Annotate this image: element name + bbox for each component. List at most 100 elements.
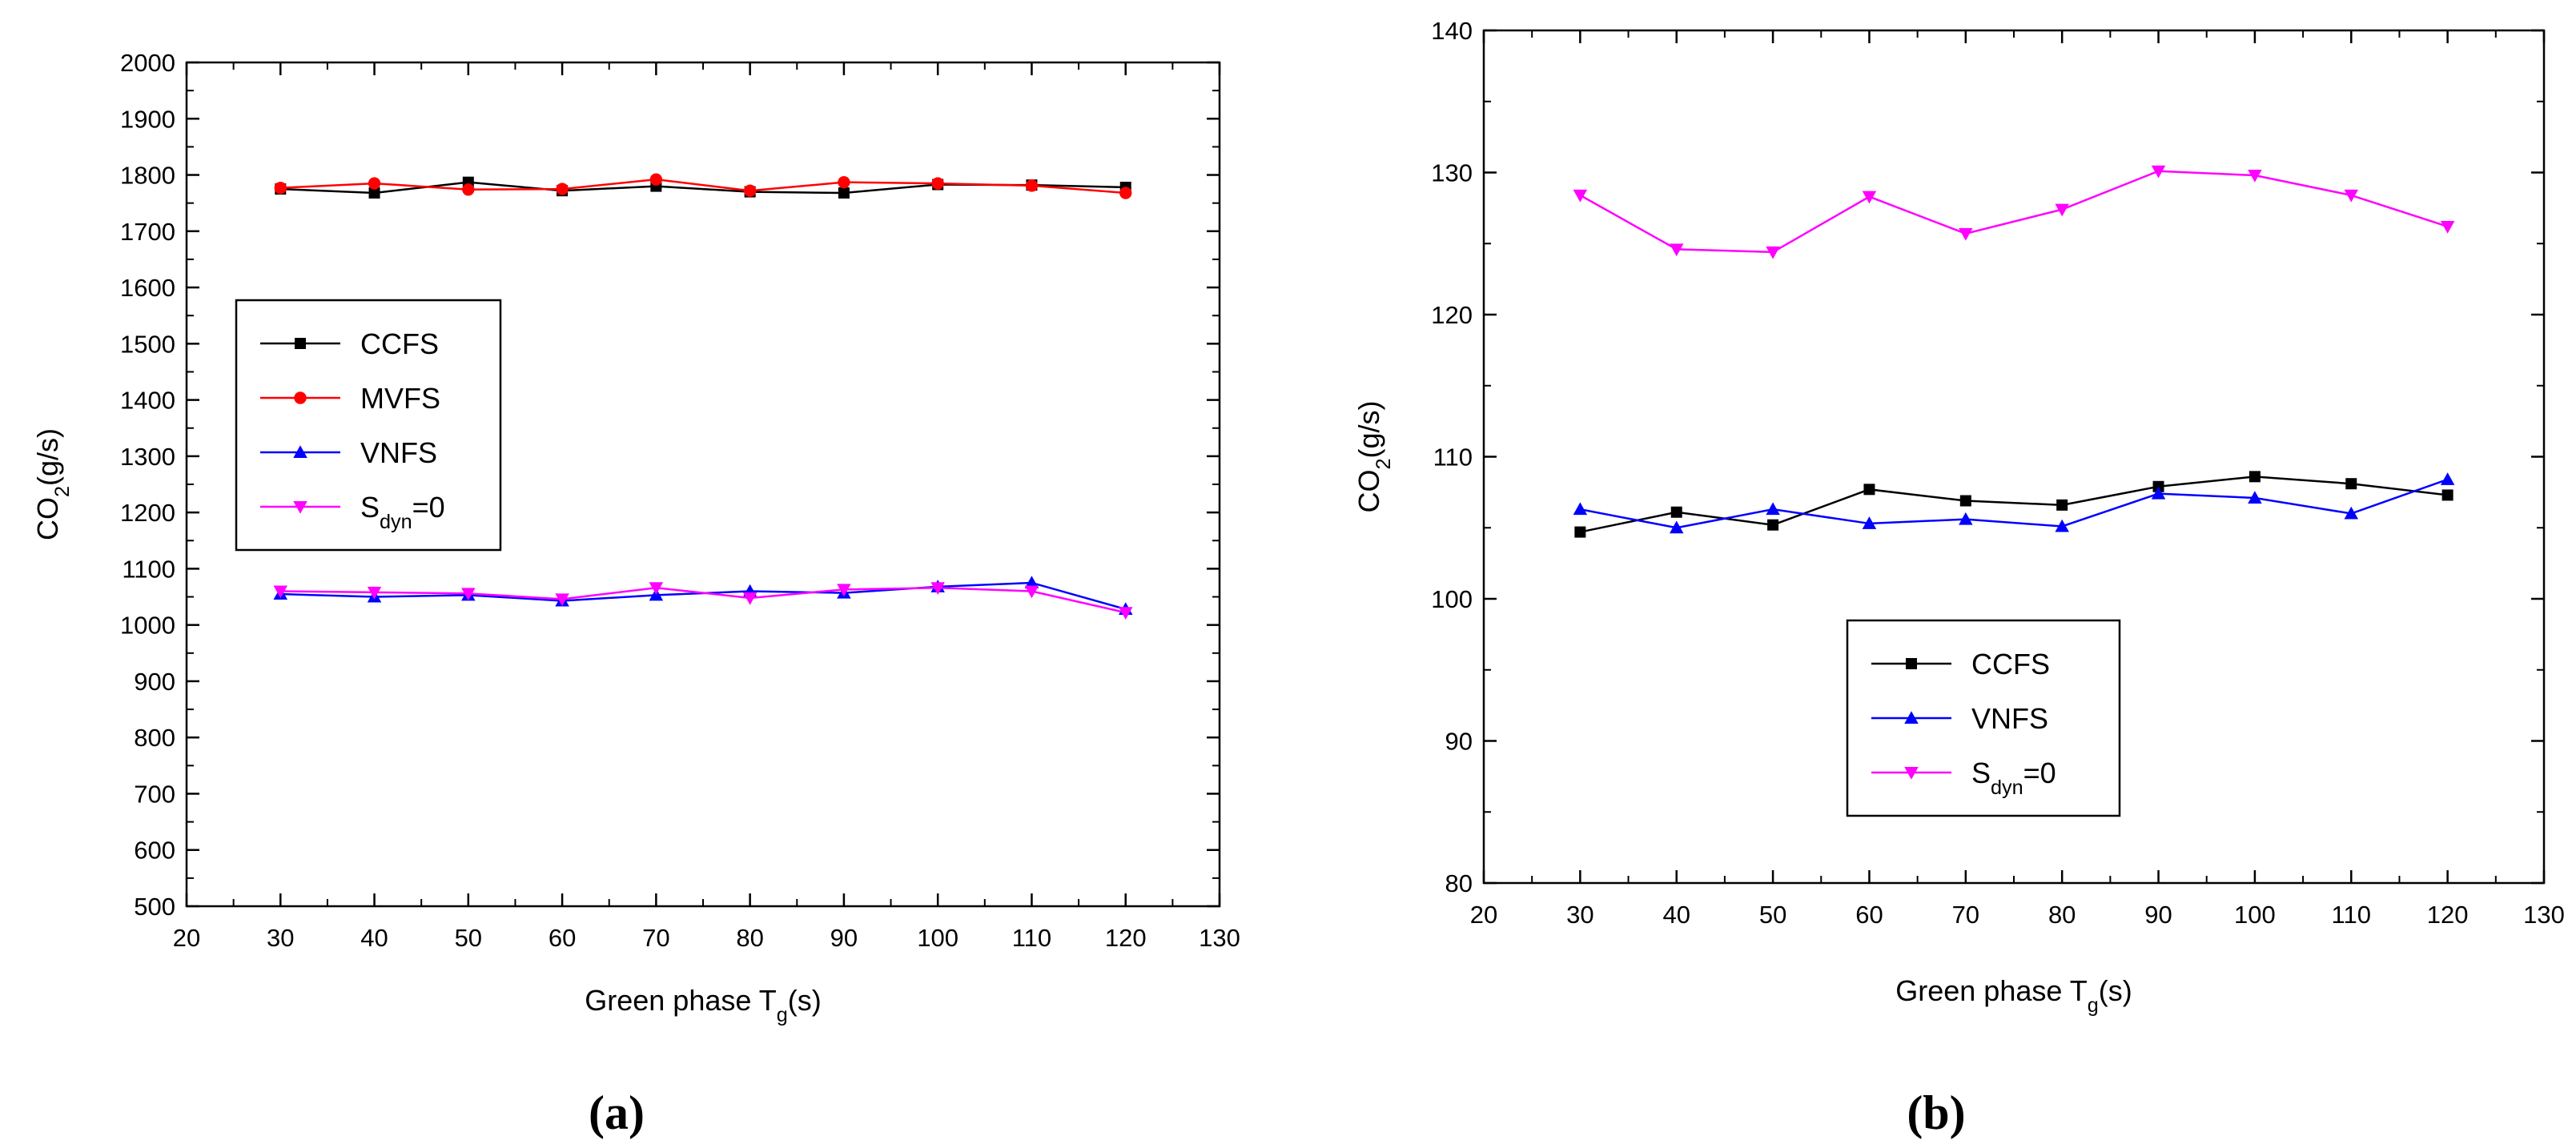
y-tick-label: 140 bbox=[1431, 17, 1473, 45]
x-axis-label-sub: g bbox=[777, 1004, 788, 1026]
chart-panel-a: 20 30 40 50 60 70 80 90 100 110 120 130 500 600 700 800… bbox=[31, 49, 1240, 1139]
data-point bbox=[556, 183, 569, 195]
legend-box bbox=[235, 299, 502, 552]
x-tick-label: 120 bbox=[1105, 924, 1147, 952]
data-point bbox=[2344, 506, 2359, 520]
y-tick-label: 1000 bbox=[120, 612, 175, 640]
series-line bbox=[1580, 478, 2449, 529]
x-tick-label: 20 bbox=[173, 924, 200, 952]
legend: CCFS VNFS Sdyn=0 bbox=[1846, 619, 2121, 817]
x-tick-label: 100 bbox=[917, 924, 958, 952]
y-tick-label: 600 bbox=[134, 837, 175, 865]
legend-item: MVFS bbox=[260, 382, 440, 415]
data-point bbox=[2056, 499, 2068, 511]
legend-label-main: VNFS bbox=[360, 436, 437, 469]
x-tick-label: 30 bbox=[1566, 901, 1593, 929]
y-tick-label: 1900 bbox=[120, 105, 175, 133]
legend-label: MVFS bbox=[360, 382, 440, 415]
legend-label-sub: dyn bbox=[380, 511, 412, 533]
y-axis-label-sub: 2 bbox=[51, 486, 74, 497]
x-axis-label-sub: g bbox=[2088, 994, 2099, 1017]
x-tick-label: 40 bbox=[1662, 901, 1690, 929]
legend-label: VNFS bbox=[1971, 702, 2048, 735]
legend-label-main: CCFS bbox=[360, 327, 439, 360]
legend-item: VNFS bbox=[260, 436, 437, 469]
data-point bbox=[1025, 179, 1039, 192]
legend-label-main: MVFS bbox=[360, 382, 440, 415]
data-point bbox=[1862, 191, 1877, 204]
data-point bbox=[1119, 187, 1132, 199]
series-ccfs bbox=[275, 176, 1131, 199]
panel-label: (a) bbox=[589, 1086, 645, 1139]
data-point bbox=[649, 582, 664, 596]
data-point bbox=[1767, 519, 1779, 531]
x-tick-label: 80 bbox=[2048, 901, 2076, 929]
data-point bbox=[1959, 512, 1973, 525]
x-tick-label: 130 bbox=[2523, 901, 2565, 929]
data-point bbox=[2441, 489, 2453, 501]
y-tick-label: 1500 bbox=[120, 330, 175, 358]
series-ccfs bbox=[1574, 471, 2453, 538]
legend-marker bbox=[1904, 711, 1919, 724]
series-vnfs bbox=[1573, 472, 2455, 534]
y-axis-label-main: CO bbox=[1352, 470, 1385, 513]
legend-label-suffix: =0 bbox=[2023, 757, 2056, 789]
data-point bbox=[1669, 520, 1684, 534]
legend-marker bbox=[293, 445, 307, 458]
x-axis-label-main: Green phase T bbox=[1895, 974, 2087, 1007]
x-axis-label: Green phase Tg(s) bbox=[1895, 974, 2132, 1017]
y-tick-label: 1600 bbox=[120, 274, 175, 302]
y-axis-label-sub: 2 bbox=[1372, 458, 1395, 469]
x-tick-label: 100 bbox=[2234, 901, 2276, 929]
y-tick-label: 1800 bbox=[120, 162, 175, 190]
data-point bbox=[1024, 585, 1039, 599]
data-point bbox=[1574, 526, 1586, 538]
y-tick-label: 120 bbox=[1431, 301, 1473, 329]
legend-label: Sdyn=0 bbox=[1971, 757, 2056, 799]
x-tick-label: 120 bbox=[2427, 901, 2469, 929]
legend-item: Sdyn=0 bbox=[1871, 757, 2056, 799]
legend-label-sub: dyn bbox=[1991, 777, 2023, 799]
x-tick-label: 50 bbox=[1759, 901, 1786, 929]
data-point bbox=[1118, 607, 1133, 620]
series-line bbox=[280, 178, 1126, 195]
y-tick-label: 900 bbox=[134, 668, 175, 696]
legend-label: CCFS bbox=[360, 327, 439, 360]
series-s bbox=[1573, 165, 2455, 259]
chart-panel-b: 20 30 40 50 60 70 80 90 100 110 120 130 80 90 100 110 12… bbox=[1352, 17, 2565, 1139]
y-axis-label: CO2(g/s) bbox=[31, 428, 74, 540]
panel-label: (b) bbox=[1907, 1086, 1965, 1139]
series-vnfs bbox=[273, 576, 1133, 615]
data-point bbox=[461, 588, 476, 601]
data-point bbox=[1766, 246, 1780, 259]
data-point bbox=[1573, 189, 1588, 203]
data-point bbox=[2440, 220, 2455, 234]
x-tick-label: 60 bbox=[549, 924, 576, 952]
y-tick-label: 90 bbox=[1445, 728, 1473, 756]
y-axis-label-suffix: (g/s) bbox=[31, 428, 64, 486]
y-tick-label: 1200 bbox=[120, 499, 175, 527]
data-point bbox=[462, 183, 475, 196]
y-tick-label: 1700 bbox=[120, 218, 175, 246]
legend-item: CCFS bbox=[260, 327, 439, 360]
y-axis-label-main: CO bbox=[31, 497, 64, 540]
x-axis-label-suffix: (s) bbox=[2099, 974, 2132, 1007]
legend: CCFS MVFS VNFS Sdyn=0 bbox=[235, 299, 502, 552]
series-s bbox=[273, 582, 1133, 620]
y-tick-label: 1400 bbox=[120, 387, 175, 415]
x-tick-label: 70 bbox=[1952, 901, 1979, 929]
x-tick-label: 80 bbox=[736, 924, 763, 952]
x-tick-label: 130 bbox=[1199, 924, 1240, 952]
y-axis-label: CO2(g/s) bbox=[1352, 400, 1395, 512]
legend-marker bbox=[1904, 767, 1919, 780]
y-tick-label: 700 bbox=[134, 780, 175, 808]
x-axis-label: Green phase Tg(s) bbox=[585, 984, 821, 1026]
data-point bbox=[743, 184, 757, 197]
data-point bbox=[2344, 189, 2359, 203]
legend-label-main: VNFS bbox=[1971, 702, 2048, 735]
y-tick-label: 500 bbox=[134, 893, 175, 921]
data-point bbox=[1766, 502, 1780, 516]
x-axis-label-main: Green phase T bbox=[585, 984, 776, 1017]
x-tick-label: 40 bbox=[360, 924, 388, 952]
